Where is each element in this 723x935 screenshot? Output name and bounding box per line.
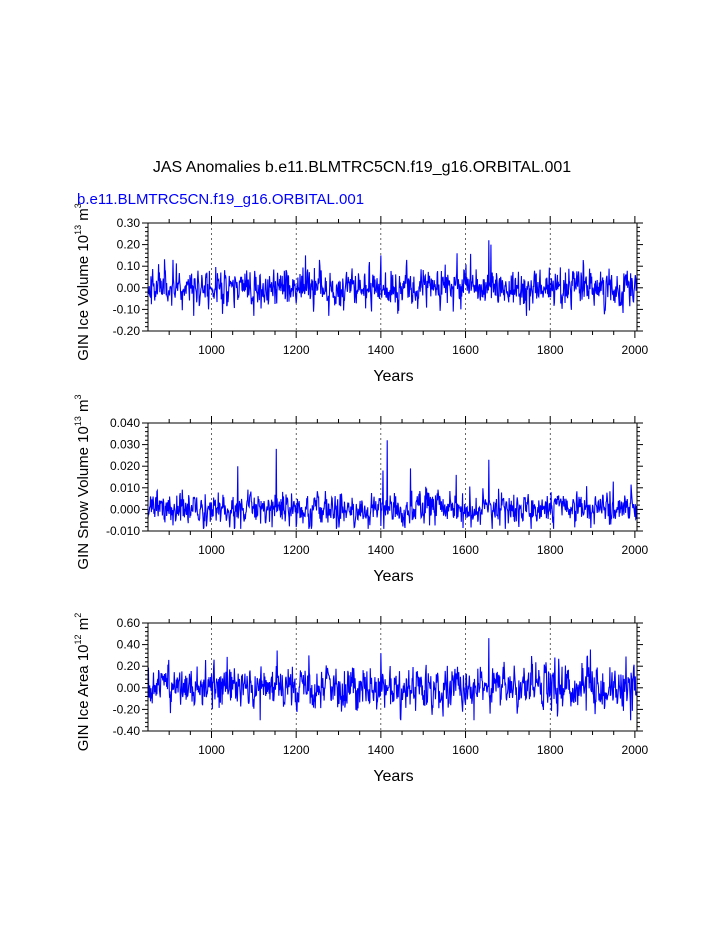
y-axis-label: GIN Ice Area 1012 m2 (73, 613, 92, 751)
x-tick-label: 1400 (368, 543, 395, 557)
x-tick-label: 1200 (283, 343, 310, 357)
x-tick-label: 1000 (198, 343, 225, 357)
y-tick-label: -0.20 (113, 324, 141, 338)
x-axis-label: Years (373, 568, 413, 585)
x-tick-label: 2000 (622, 743, 649, 757)
x-tick-label: 1600 (452, 743, 479, 757)
y-tick-label: 0.020 (110, 459, 140, 473)
x-tick-label: 2000 (622, 543, 649, 557)
y-tick-label: 0.040 (110, 416, 140, 430)
y-tick-label: -0.20 (113, 702, 141, 716)
x-tick-label: 1200 (283, 743, 310, 757)
chart-title: JAS Anomalies b.e11.BLMTRC5CN.f19_g16.OR… (153, 159, 571, 176)
x-tick-label: 1600 (452, 343, 479, 357)
panel-ice-volume: 1000 1200 1400 1600 1800 2000 -0.20 -0.10 0.00 0.… (73, 203, 649, 385)
panel-ice-area: 1000 1200 1400 1600 1800 2000 -0.40 -0.20 0.00 0.… (73, 613, 649, 785)
y-tick-label: -0.10 (113, 302, 141, 316)
series-line-ice-area (147, 638, 638, 721)
y-tick-label: 0.000 (110, 502, 140, 516)
y-tick-label: 0.030 (110, 438, 140, 452)
panels-group: 1000 1200 1400 1600 1800 2000 -0.20 -0.10 0.00 0.… (73, 203, 649, 785)
x-tick-label: 1800 (537, 343, 564, 357)
y-tick-label: -0.010 (106, 524, 140, 538)
x-tick-label: 1400 (368, 743, 395, 757)
y-tick-label: 0.00 (117, 681, 141, 695)
y-tick-label: -0.40 (113, 724, 141, 738)
panel-snow-volume: 1000 1200 1400 1600 1800 2000 -0.010 0.000 0.010… (73, 394, 649, 585)
x-tick-label: 1000 (198, 743, 225, 757)
y-tick-label: 0.010 (110, 481, 140, 495)
y-tick-label: 0.60 (117, 616, 141, 630)
series-line-snow-volume (147, 440, 638, 530)
x-axis-label: Years (373, 368, 413, 385)
x-tick-label: 1400 (368, 343, 395, 357)
y-tick-label: 0.10 (117, 259, 141, 273)
plot-frame (147, 622, 638, 732)
y-axis-label: GIN Ice Volume 1013 m3 (73, 203, 92, 361)
x-tick-label: 1200 (283, 543, 310, 557)
y-tick-label: 0.40 (117, 638, 141, 652)
x-tick-label: 1600 (452, 543, 479, 557)
series-line-ice-volume (147, 240, 638, 316)
y-axis-label: GIN Snow Volume 1013 m3 (73, 394, 92, 569)
plot-frame (147, 422, 638, 532)
x-tick-label: 2000 (622, 343, 649, 357)
chart-subtitle: b.e11.BLMTRC5CN.f19_g16.ORBITAL.001 (77, 191, 364, 208)
y-tick-label: 0.20 (117, 659, 141, 673)
x-tick-label: 1000 (198, 543, 225, 557)
y-tick-label: 0.30 (117, 216, 141, 230)
y-tick-label: 0.00 (117, 281, 141, 295)
x-tick-label: 1800 (537, 743, 564, 757)
x-axis-label: Years (373, 768, 413, 785)
x-tick-label: 1800 (537, 543, 564, 557)
y-tick-label: 0.20 (117, 238, 141, 252)
plot-frame (147, 222, 638, 332)
